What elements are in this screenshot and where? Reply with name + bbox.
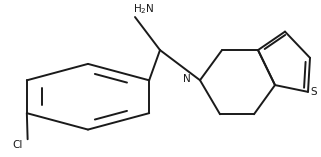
Text: H$_2$N: H$_2$N xyxy=(134,3,155,16)
Text: S: S xyxy=(311,87,317,97)
Text: N: N xyxy=(183,74,190,84)
Text: Cl: Cl xyxy=(13,140,23,150)
